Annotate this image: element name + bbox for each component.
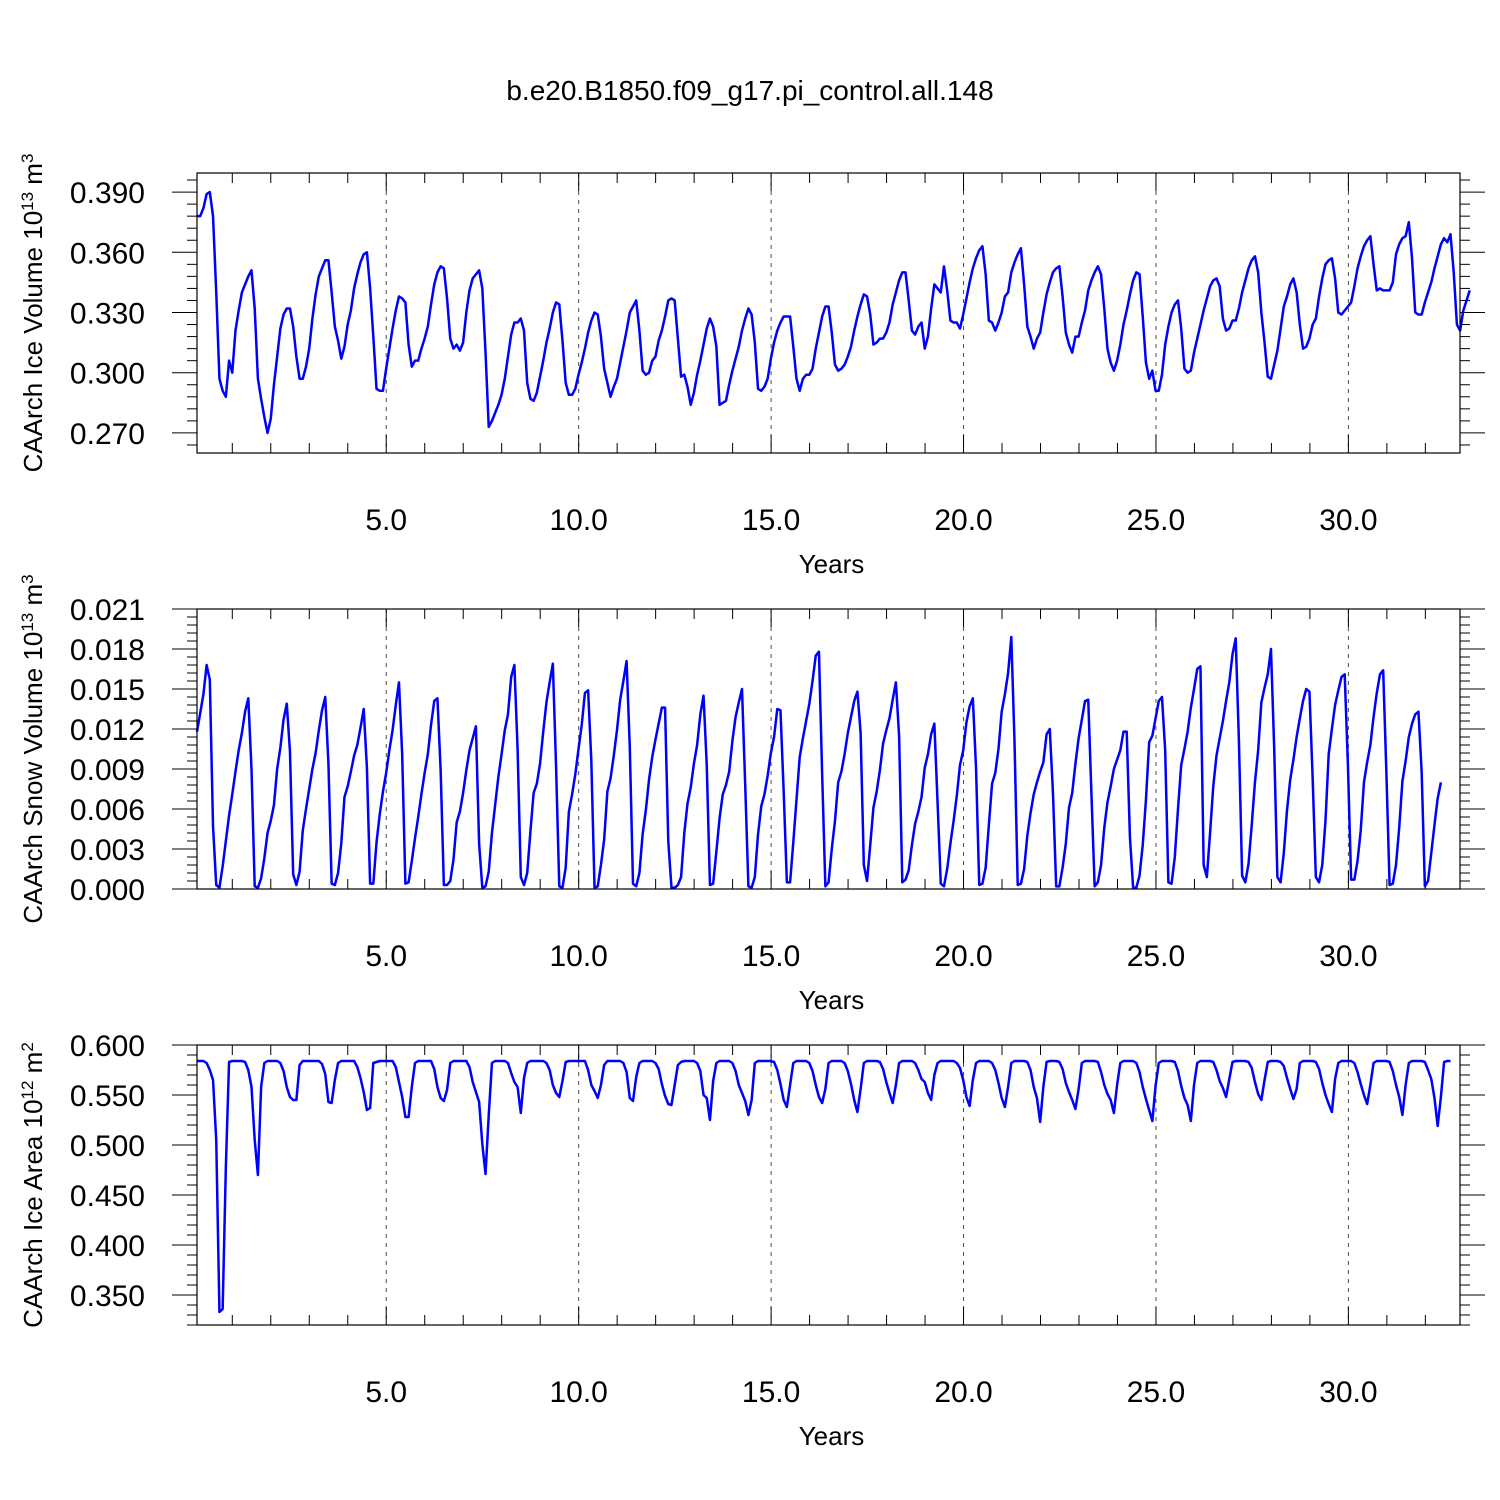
figure-title: b.e20.B1850.f09_g17.pi_control.all.148 [506,75,993,106]
y-label-text: CAArch Ice Area 10 [18,1099,48,1327]
y-label-superscript: 3 [18,574,37,583]
x-tick-label-snow-volume-0: 5.0 [365,940,407,973]
chart-ice-area: 5.0 10.0 15.0 20.0 25.0 30.0 0.350 0.400 0.450 0.… [18,1030,1485,1451]
y-tick-label-ice-area-5: 0.600 [70,1030,145,1063]
series-line-ice-volume [197,190,1471,435]
y-axis-label-ice-area: CAArch Ice Area 1012 m2 [18,1042,49,1328]
y-tick-label-snow-volume-6: 0.018 [70,634,145,667]
y-tick-label-ice-area-2: 0.450 [70,1180,145,1213]
x-axis-label-ice-area: Years [799,1421,865,1451]
series-line-ice-area [197,1059,1451,1314]
y-label-text: m [18,1052,48,1081]
plot-frame-snow-volume [196,608,1461,890]
y-label-superscript: 3 [18,154,37,163]
y-label-text: CAArch Snow Volume 10 [18,632,48,924]
y-tick-label-ice-volume-3: 0.360 [70,237,145,270]
y-tick-label-snow-volume-0: 0.000 [70,874,145,907]
y-tick-label-ice-area-4: 0.550 [70,1080,145,1113]
y-label-superscript: 12 [18,1081,37,1100]
x-axis-label-ice-volume: Years [799,549,865,579]
y-label-text: m [18,163,48,192]
x-tick-label-snow-volume-4: 25.0 [1127,940,1185,973]
y-tick-label-ice-area-1: 0.400 [70,1230,145,1263]
x-tick-label-ice-volume-0: 5.0 [365,504,407,537]
x-tick-label-snow-volume-1: 10.0 [549,940,607,973]
y-label-text: m [18,584,48,613]
x-tick-label-snow-volume-5: 30.0 [1319,940,1377,973]
y-tick-label-snow-volume-2: 0.006 [70,794,145,827]
y-tick-label-snow-volume-4: 0.012 [70,714,145,747]
x-tick-label-ice-volume-5: 30.0 [1319,504,1377,537]
chart-snow-volume: 5.0 10.0 15.0 20.0 25.0 30.0 0.000 0.003 0.006 0.… [18,574,1485,1015]
y-tick-label-ice-volume-2: 0.330 [70,297,145,330]
x-tick-label-snow-volume-2: 15.0 [742,940,800,973]
x-tick-label-ice-area-1: 10.0 [549,1376,607,1409]
y-tick-label-snow-volume-3: 0.009 [70,754,145,787]
x-axis-label-snow-volume: Years [799,985,865,1015]
x-tick-label-ice-volume-2: 15.0 [742,504,800,537]
panels: 5.0 10.0 15.0 20.0 25.0 30.00.2700.3000.3300.… [18,154,1485,1451]
x-tick-label-ice-area-5: 30.0 [1319,1376,1377,1409]
y-tick-label-ice-volume-0: 0.270 [70,418,145,451]
y-tick-label-snow-volume-1: 0.003 [70,834,145,867]
y-tick-label-ice-volume-4: 0.390 [70,177,145,210]
y-tick-label-snow-volume-5: 0.015 [70,674,145,707]
series-line-snow-volume [195,635,1443,889]
x-tick-label-snow-volume-3: 20.0 [934,940,992,973]
x-tick-label-ice-volume-3: 20.0 [934,504,992,537]
y-label-superscript: 13 [18,192,37,211]
x-tick-label-ice-area-3: 20.0 [934,1376,992,1409]
x-tick-label-ice-volume-1: 10.0 [549,504,607,537]
y-label-text: CAArch Ice Volume 10 [18,211,48,473]
chart-ice-volume: 5.0 10.0 15.0 20.0 25.0 30.0 0.270 0.300 0.330 0.… [18,154,1485,579]
y-axis-label-snow-volume: CAArch Snow Volume 1013 m3 [18,574,49,923]
y-axis-label-ice-volume: CAArch Ice Volume 1013 m3 [18,154,49,473]
y-tick-label-ice-area-0: 0.350 [70,1280,145,1313]
x-tick-label-ice-area-0: 5.0 [365,1376,407,1409]
x-tick-label-ice-area-2: 15.0 [742,1376,800,1409]
y-label-superscript: 13 [18,613,37,632]
plot-frame-ice-area [196,1044,1461,1326]
y-tick-label-ice-area-3: 0.500 [70,1130,145,1163]
x-tick-label-ice-area-4: 25.0 [1127,1376,1185,1409]
y-tick-label-ice-volume-1: 0.300 [70,358,145,391]
x-tick-label-ice-volume-4: 25.0 [1127,504,1185,537]
plot-frame-ice-volume [196,172,1461,454]
y-tick-label-snow-volume-7: 0.021 [70,594,145,627]
y-label-superscript: 2 [18,1042,37,1051]
